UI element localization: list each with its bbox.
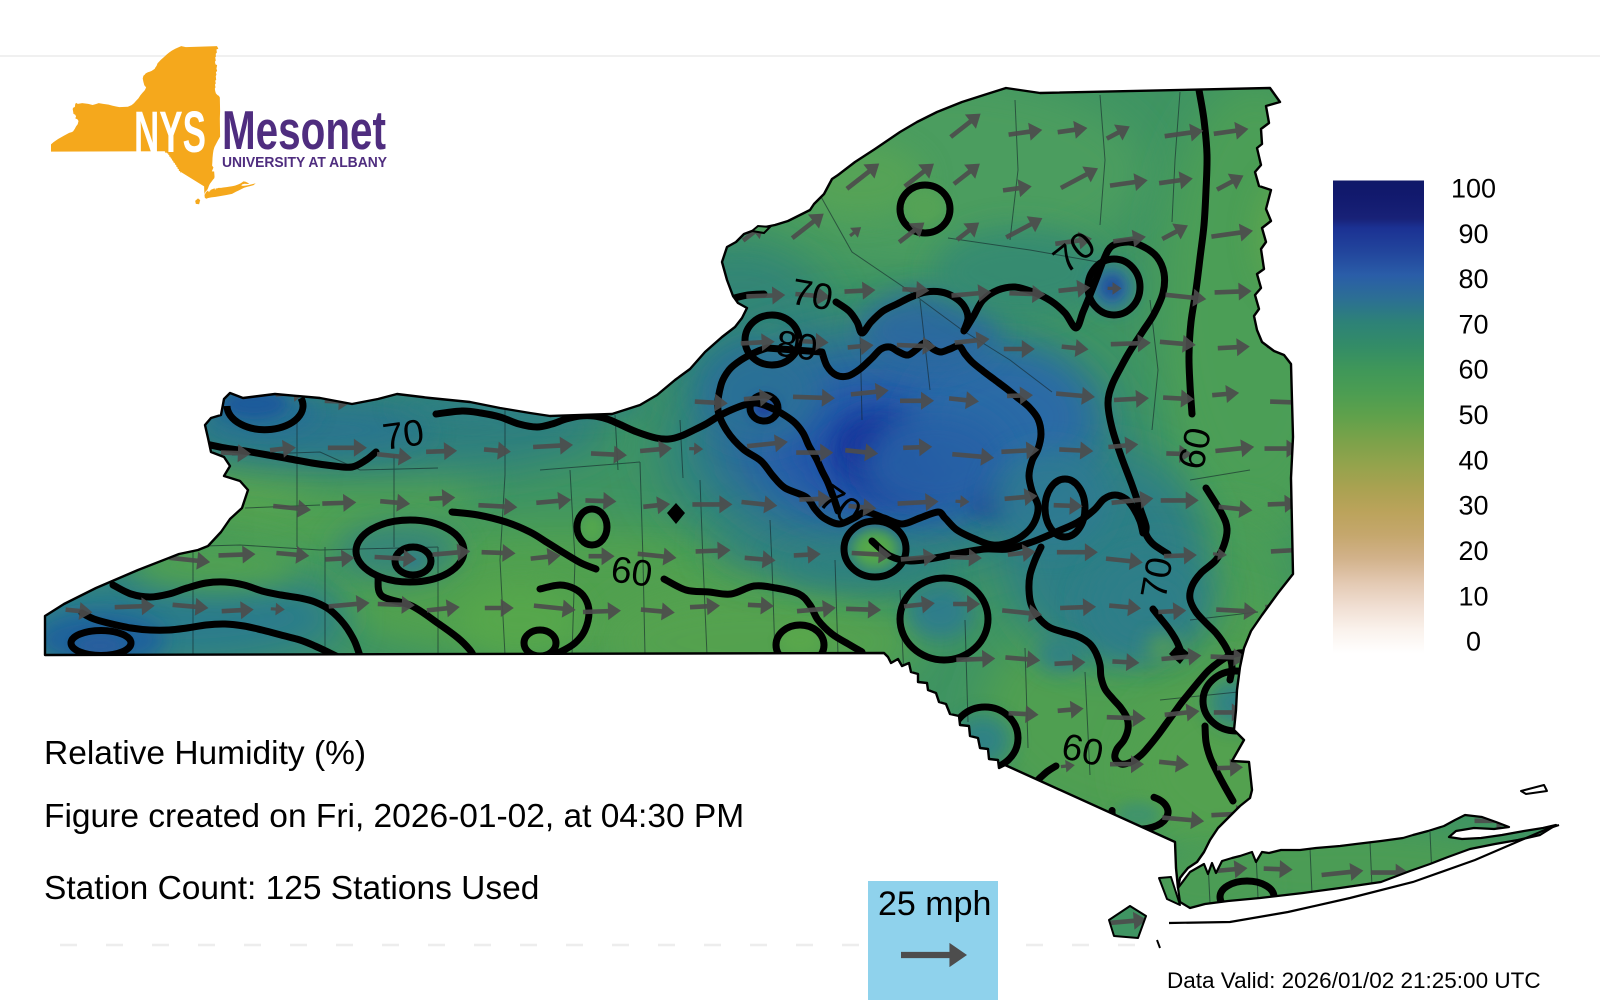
svg-text:UNIVERSITY AT ALBANY: UNIVERSITY AT ALBANY	[222, 154, 387, 171]
svg-text:90: 90	[1458, 219, 1488, 249]
svg-text:Data Valid: 2026/01/02 21:25:0: Data Valid: 2026/01/02 21:25:00 UTC	[1167, 968, 1541, 993]
svg-text:100: 100	[1451, 174, 1496, 204]
svg-text:Figure created on Fri, 2026-01: Figure created on Fri, 2026-01-02, at 04…	[44, 798, 744, 835]
svg-text:10: 10	[1458, 581, 1488, 611]
svg-text:80: 80	[774, 322, 820, 368]
svg-text:70: 70	[380, 411, 426, 457]
svg-text:30: 30	[1458, 491, 1488, 521]
svg-text:20: 20	[1458, 536, 1488, 566]
svg-text:25 mph: 25 mph	[878, 885, 991, 923]
svg-text:0: 0	[1466, 627, 1481, 657]
svg-text:NYS: NYS	[134, 100, 206, 165]
svg-text:70: 70	[1133, 554, 1181, 602]
svg-text:60: 60	[1058, 725, 1107, 774]
svg-text:80: 80	[1458, 264, 1488, 294]
svg-text:60: 60	[1458, 355, 1488, 385]
svg-text:Relative Humidity (%): Relative Humidity (%)	[44, 735, 366, 772]
svg-text:60: 60	[1170, 424, 1219, 473]
svg-text:Mesonet: Mesonet	[222, 99, 386, 161]
svg-text:70: 70	[788, 271, 836, 319]
svg-text:70: 70	[1458, 309, 1488, 339]
svg-text:60: 60	[609, 548, 655, 594]
svg-text:50: 50	[1458, 400, 1488, 430]
svg-text:Station Count: 125 Stations Us: Station Count: 125 Stations Used	[44, 870, 539, 907]
svg-text:40: 40	[1458, 445, 1488, 475]
